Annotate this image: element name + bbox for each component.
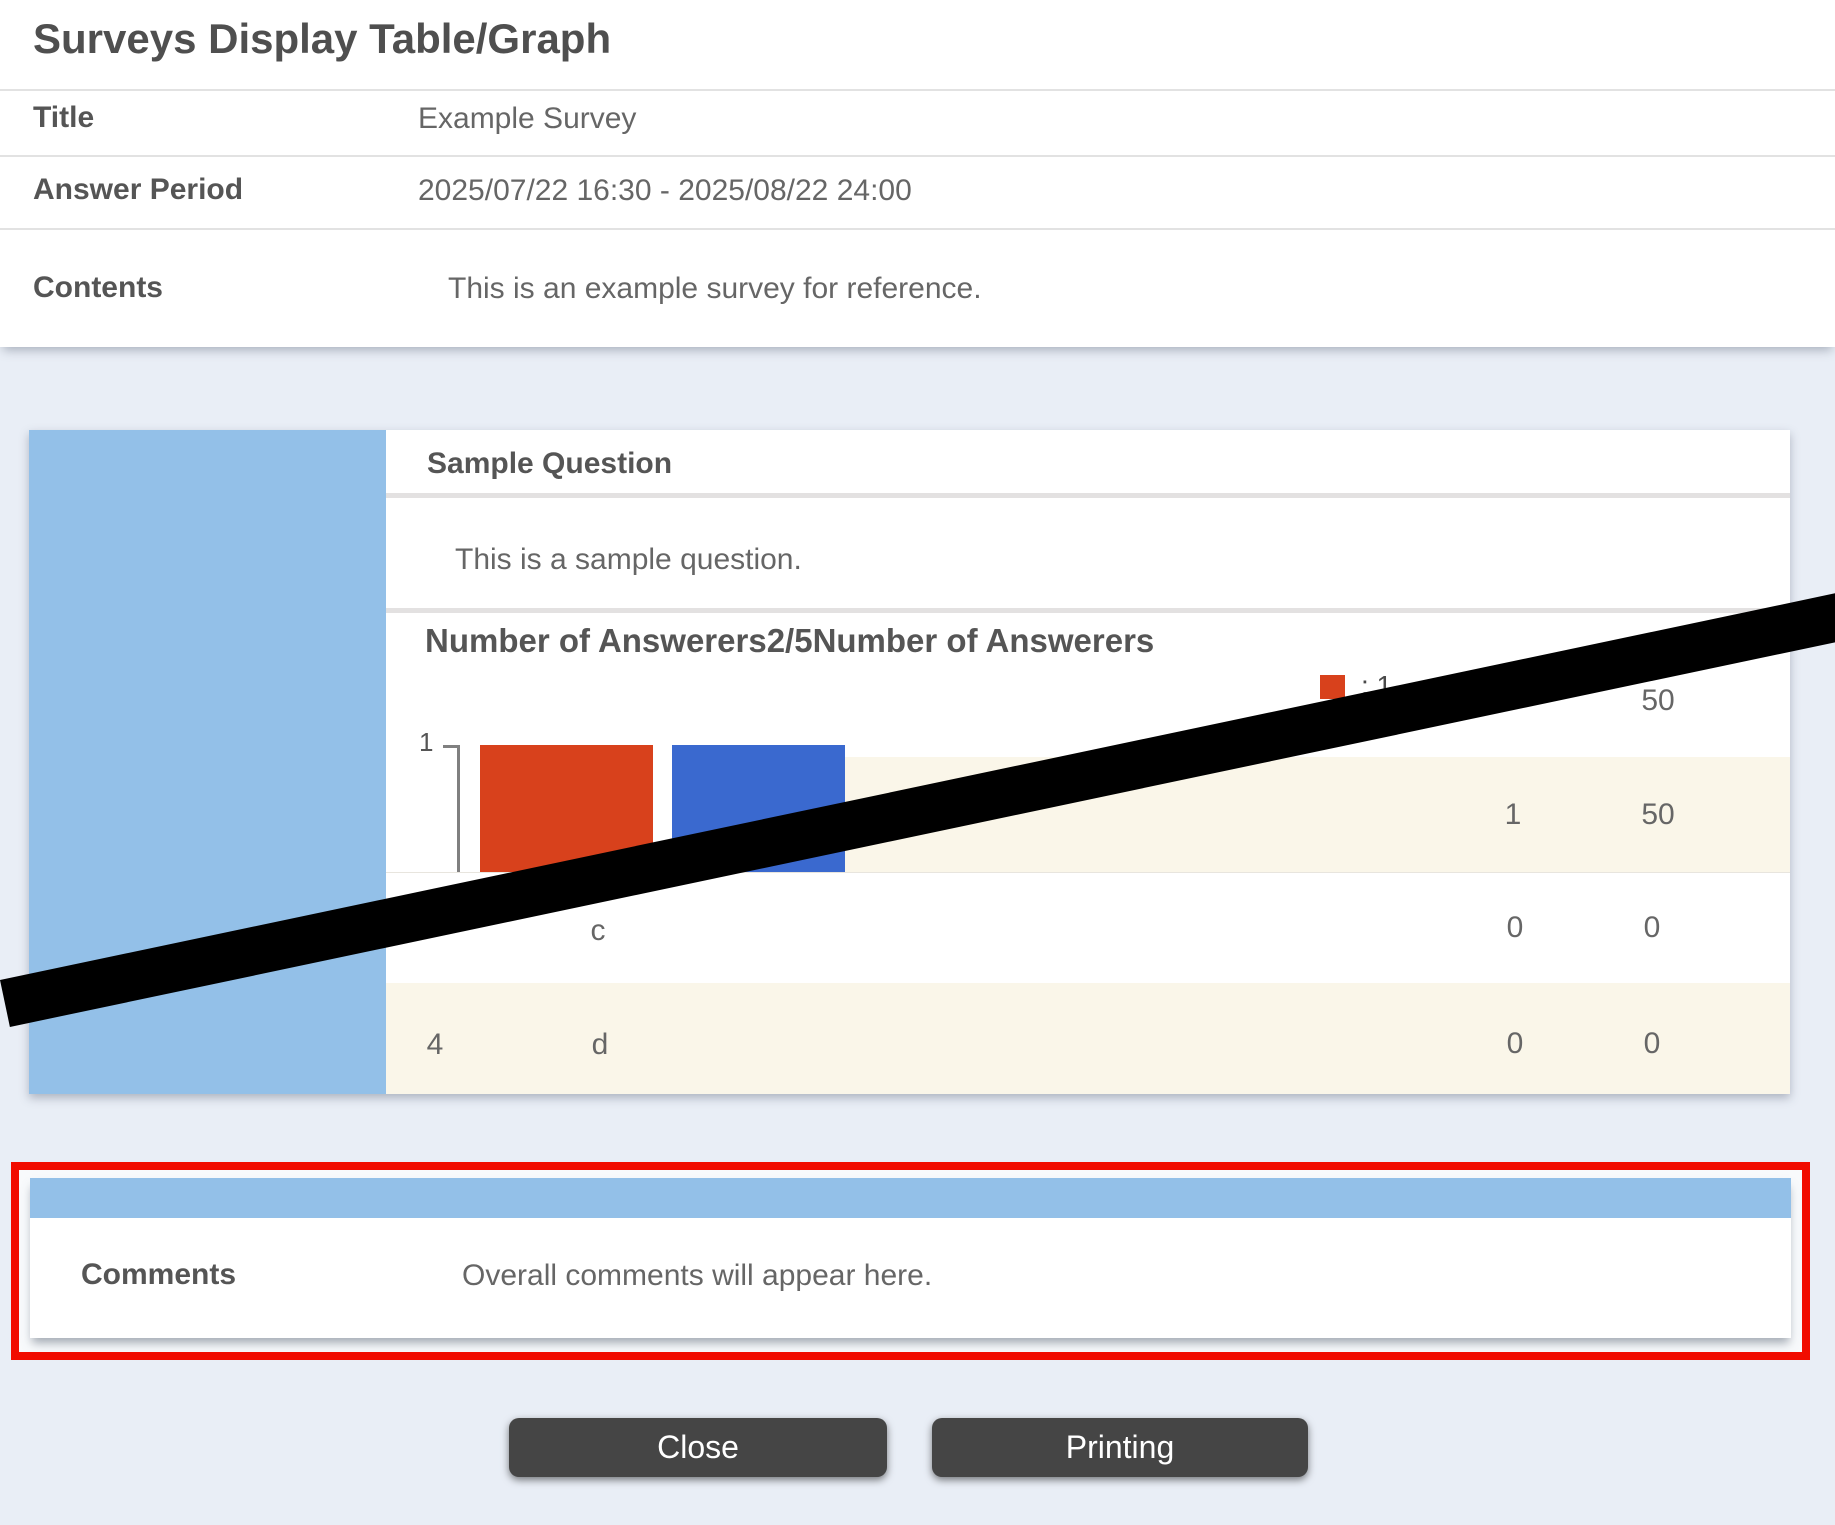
y-axis-tick	[443, 745, 457, 748]
header-card: Surveys Display Table/Graph Title Exampl…	[0, 0, 1835, 347]
comments-header-bar	[30, 1178, 1791, 1218]
contents-label: Contents	[33, 271, 163, 304]
question-heading: Sample Question	[427, 447, 673, 480]
divider	[0, 155, 1835, 157]
table-cell-percent: 0	[1643, 1027, 1661, 1060]
answer-period-value: 2025/07/22 16:30 - 2025/08/22 24:00	[418, 174, 912, 207]
comments-label: Comments	[81, 1258, 237, 1291]
title-label: Title	[33, 101, 95, 134]
contents-value: This is an example survey for reference.	[448, 272, 982, 305]
table-cell-percent: 50	[1641, 684, 1675, 717]
y-axis-line	[457, 745, 460, 872]
legend-swatch-red	[1320, 675, 1345, 699]
table-cell-choice: c	[590, 914, 606, 947]
comments-highlight-outline: Comments Overall comments will appear he…	[11, 1162, 1810, 1360]
page-title: Surveys Display Table/Graph	[33, 15, 612, 62]
y-axis-tick-label: 1	[419, 727, 434, 757]
table-cell-count: 0	[1506, 1027, 1524, 1060]
comments-body: Comments Overall comments will appear he…	[30, 1218, 1791, 1338]
question-card: Sample Question This is a sample questio…	[29, 430, 1790, 1094]
divider	[0, 89, 1835, 91]
title-value: Example Survey	[418, 102, 637, 135]
printing-button[interactable]: Printing	[932, 1418, 1308, 1477]
table-cell-choice: d	[591, 1028, 609, 1061]
table-cell-number: 4	[426, 1028, 444, 1061]
divider	[0, 228, 1835, 230]
question-text: This is a sample question.	[455, 543, 802, 576]
table-row	[386, 983, 1790, 1094]
divider	[386, 493, 1790, 498]
table-cell-percent: 0	[1643, 911, 1661, 944]
table-cell-percent: 50	[1641, 798, 1675, 831]
answers-count-heading: Number of Answerers2/5Number of Answerer…	[425, 622, 1155, 659]
table-cell-count: 1	[1504, 798, 1522, 831]
answer-period-label: Answer Period	[33, 173, 244, 206]
table-row-divider	[386, 872, 1790, 873]
comments-card: Comments Overall comments will appear he…	[30, 1178, 1791, 1338]
divider	[386, 608, 1790, 613]
close-button[interactable]: Close	[509, 1418, 887, 1477]
comments-value: Overall comments will appear here.	[462, 1259, 933, 1292]
table-cell-count: 0	[1506, 911, 1524, 944]
